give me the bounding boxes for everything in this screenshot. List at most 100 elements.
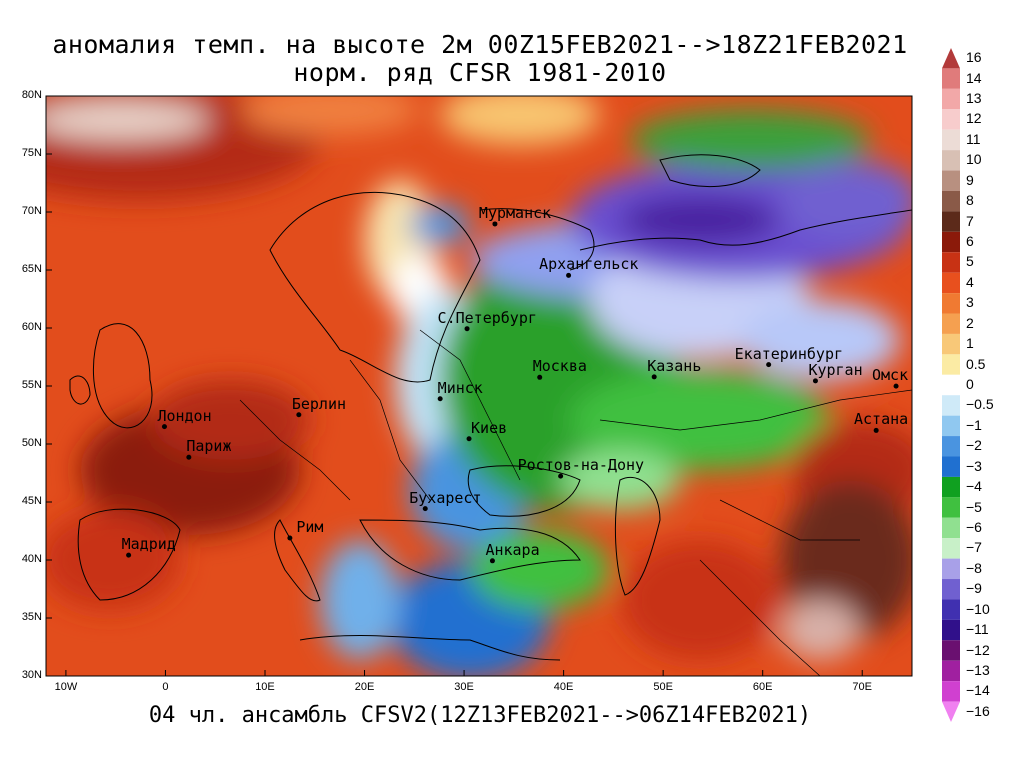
city-label: Анкара xyxy=(485,540,540,559)
legend-swatch xyxy=(942,313,960,334)
legend-label: 13 xyxy=(966,90,982,107)
legend-swatch xyxy=(942,517,960,539)
legend-label: 16 xyxy=(966,49,982,66)
lat-tick-label: 55N xyxy=(21,379,42,391)
legend-swatch xyxy=(942,231,960,253)
legend-swatch xyxy=(942,436,960,457)
legend-label: −5 xyxy=(966,498,982,515)
lat-tick-label: 65N xyxy=(21,263,42,275)
lat-tick-label: 80N xyxy=(21,89,42,101)
coastlines xyxy=(69,154,912,661)
city-label: Мадрид xyxy=(121,535,176,554)
legend-label: −12 xyxy=(966,641,990,658)
city-marker xyxy=(296,412,302,418)
city-marker xyxy=(566,272,572,278)
city-marker xyxy=(464,326,470,332)
city-label: Москва xyxy=(532,357,587,376)
city-marker xyxy=(489,558,495,564)
legend-swatch xyxy=(942,538,960,559)
city-marker xyxy=(766,362,772,368)
legend-swatch xyxy=(942,558,960,580)
borders xyxy=(239,329,912,676)
ensemble-info: 04 чл. ансамбль CFSV2(12Z13FEB2021-->06Z… xyxy=(148,703,812,728)
lat-tick-label: 30N xyxy=(21,669,42,681)
map-subtitle: норм. ряд CFSR 1981-2010 xyxy=(293,58,667,87)
city-label: Екатеринбург xyxy=(734,344,844,363)
legend-swatch xyxy=(942,579,960,600)
legend-label: 11 xyxy=(966,130,981,147)
lon-tick-label: 0 xyxy=(162,681,169,693)
legend-label: −14 xyxy=(966,682,990,699)
legend-label: 14 xyxy=(966,69,982,86)
city-label: Берлин xyxy=(291,394,347,413)
city-marker xyxy=(126,552,132,558)
legend-swatch xyxy=(942,170,960,191)
legend-label: −9 xyxy=(966,580,982,597)
legend-swatch xyxy=(942,476,960,498)
city-marker xyxy=(651,374,657,380)
legend-label: −3 xyxy=(966,457,982,474)
city-marker xyxy=(873,427,879,433)
city-marker xyxy=(437,396,443,402)
city-label: Курган xyxy=(808,360,863,379)
legend-label: 7 xyxy=(966,212,974,229)
city-label: Ростов-на-Дону xyxy=(517,456,645,475)
legend-swatch xyxy=(942,129,960,151)
legend-label: 6 xyxy=(966,233,974,250)
legend-label: −6 xyxy=(966,518,982,535)
legend-label: −10 xyxy=(966,600,990,617)
legend-swatch xyxy=(942,374,960,396)
legend-swatch xyxy=(942,660,960,682)
legend-label: 5 xyxy=(966,253,974,270)
legend-label: −8 xyxy=(966,559,982,576)
legend-swatch xyxy=(942,640,960,661)
city-marker xyxy=(422,506,428,512)
legend-swatch xyxy=(942,354,960,375)
legend-label: 1 xyxy=(966,335,974,352)
city-label: Бухарест xyxy=(409,488,482,507)
legend-label: 8 xyxy=(966,192,974,209)
legend-label: −16 xyxy=(966,702,990,719)
legend-label: 0 xyxy=(966,376,974,392)
legend-label: 4 xyxy=(966,273,974,290)
legend-swatch xyxy=(942,619,960,641)
city-label: Париж xyxy=(186,437,232,456)
legend-label: −2 xyxy=(966,437,982,454)
legend-swatch xyxy=(942,599,960,620)
legend-swatch xyxy=(942,190,960,212)
legend-label: 9 xyxy=(966,171,974,188)
city-marker xyxy=(466,436,472,442)
legend-swatch xyxy=(942,48,960,69)
legend-swatch xyxy=(942,293,960,314)
city-label: С.Петербург xyxy=(437,308,537,327)
city-label: Минск xyxy=(437,378,483,397)
legend-swatch xyxy=(942,333,960,355)
lon-tick-label: 10W xyxy=(54,681,78,693)
legend-swatch xyxy=(942,68,960,89)
lat-tick-label: 40N xyxy=(21,553,42,565)
city-label: Архангельск xyxy=(539,255,639,274)
city-marker xyxy=(812,378,818,384)
lon-tick-label: 30E xyxy=(454,681,474,693)
lon-tick-label: 40E xyxy=(553,681,574,693)
legend-swatch xyxy=(942,497,960,518)
city-marker xyxy=(492,221,498,227)
lon-tick-label: 50E xyxy=(653,681,673,693)
lat-tick-label: 50N xyxy=(21,437,42,449)
city-label: Казань xyxy=(647,356,702,375)
legend-label: 12 xyxy=(966,110,982,127)
legend-label: 0.5 xyxy=(966,355,986,372)
legend-label: −0.5 xyxy=(966,396,994,413)
city-marker xyxy=(893,383,899,389)
city-label: Лондон xyxy=(157,406,212,425)
legend-swatch xyxy=(942,252,960,273)
legend-swatch xyxy=(942,395,960,416)
legend-swatch xyxy=(942,456,960,477)
legend-label: −13 xyxy=(966,661,990,678)
legend-label: 3 xyxy=(966,294,974,311)
legend-swatch xyxy=(942,272,960,294)
legend-label: 10 xyxy=(966,151,982,168)
legend-swatch xyxy=(942,150,960,171)
